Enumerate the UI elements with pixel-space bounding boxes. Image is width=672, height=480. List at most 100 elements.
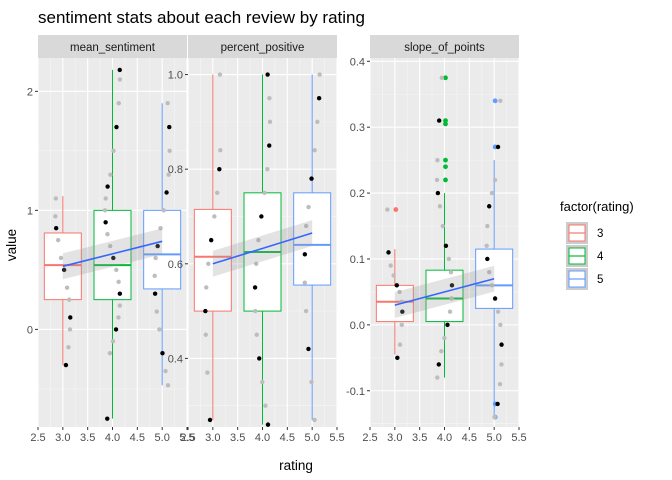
data-point (105, 416, 110, 421)
data-point (267, 143, 272, 148)
x-axis-label: rating (279, 458, 313, 473)
data-point (399, 322, 404, 328)
data-point (105, 184, 110, 189)
x-tick-label: 3.5 (230, 432, 245, 444)
legend-entry-label: 4 (597, 251, 604, 263)
data-point (397, 289, 402, 295)
data-point (436, 362, 442, 367)
data-point (117, 303, 122, 308)
data-point (157, 327, 162, 332)
data-point (265, 422, 271, 427)
data-point (160, 351, 165, 356)
data-point (391, 273, 396, 278)
data-point (498, 98, 503, 104)
data-point (166, 172, 171, 177)
data-point (117, 67, 122, 73)
box-rating-3 (375, 284, 414, 323)
legend-entry-label: 5 (597, 274, 603, 286)
y-tick-label: -0.1 (346, 386, 365, 398)
outlier-point (393, 207, 399, 212)
data-point (53, 196, 59, 201)
data-point (110, 339, 116, 344)
data-point (262, 190, 267, 196)
data-point (492, 296, 498, 301)
data-point (102, 208, 108, 213)
data-point (204, 285, 209, 290)
data-point (400, 309, 405, 314)
y-tick-label: 2 (27, 86, 33, 98)
legend-entry-label: 3 (597, 228, 603, 240)
x-tick-label: 4.5 (130, 432, 145, 444)
x-tick-label: 4.0 (437, 432, 452, 444)
data-point (492, 414, 497, 420)
legend-title: factor(rating) (560, 199, 634, 214)
data-point (53, 214, 58, 219)
x-tick-label: 5.5 (179, 432, 194, 444)
legend-keys: 3 4 5 (566, 222, 604, 290)
x-tick-label: 3.0 (55, 432, 70, 444)
data-point (217, 166, 222, 172)
data-point (306, 346, 311, 352)
x-tick-label: 3.0 (205, 432, 220, 444)
data-point (111, 148, 116, 154)
data-point (495, 401, 500, 407)
data-point (254, 332, 259, 337)
data-point (116, 279, 121, 284)
panel-slope_of_points: slope_of_points 2.5 3.0 3.5 4.0 4.5 5.0 5.5 -0.1… (346, 35, 527, 444)
data-point (448, 269, 454, 275)
data-point (489, 283, 495, 288)
data-point (495, 309, 501, 314)
data-point (256, 237, 261, 243)
data-point (302, 252, 308, 257)
facet-strip (188, 35, 337, 58)
data-point (67, 327, 73, 332)
data-point (68, 315, 73, 320)
data-point (497, 381, 503, 387)
x-tick-label: 2.5 (362, 432, 377, 444)
x-tick-label: 4.0 (255, 432, 270, 444)
data-point (209, 237, 214, 243)
y-tick-label: 1.0 (168, 70, 183, 82)
data-point (55, 237, 61, 243)
data-point (66, 345, 71, 350)
outlier-point (443, 121, 448, 127)
data-point (435, 375, 440, 380)
data-point (394, 283, 399, 288)
facet-strip (370, 35, 519, 58)
data-point (486, 204, 492, 209)
data-point (267, 119, 273, 125)
outlier-point (443, 164, 448, 170)
y-tick-label: 0.2 (350, 188, 365, 200)
data-point (153, 255, 158, 261)
y-axis-label: value (4, 229, 19, 261)
data-point (167, 124, 172, 130)
data-point (265, 72, 270, 77)
data-point (152, 291, 158, 296)
data-point (111, 255, 116, 261)
data-point (306, 204, 311, 210)
data-point (449, 283, 455, 288)
data-point (113, 327, 119, 332)
data-point (498, 322, 503, 328)
legend-entry-4: 4 (566, 245, 604, 267)
panels: mean_sentiment 2.5 3.0 3.5 4.0 4.5 5.0 5.5 0 1 2 pe… (27, 35, 527, 444)
data-point (116, 101, 121, 106)
legend-entry-5: 5 (566, 268, 603, 290)
data-point (440, 223, 445, 229)
data-point (315, 119, 320, 125)
data-point (215, 190, 220, 196)
x-tick-label: 4.0 (105, 432, 120, 444)
data-point (434, 177, 440, 183)
data-point (443, 243, 449, 248)
data-point (58, 255, 64, 261)
facet-strip-label: percent_positive (221, 42, 305, 54)
data-point (259, 214, 264, 219)
data-point (257, 356, 262, 361)
data-point (206, 261, 211, 266)
data-point (437, 204, 443, 209)
x-tick-label: 4.5 (462, 432, 477, 444)
legend: factor(rating) 3 4 5 (560, 199, 634, 290)
data-point (212, 214, 217, 219)
x-tick-label: 3.5 (412, 432, 427, 444)
box-rating-5 (293, 192, 332, 286)
